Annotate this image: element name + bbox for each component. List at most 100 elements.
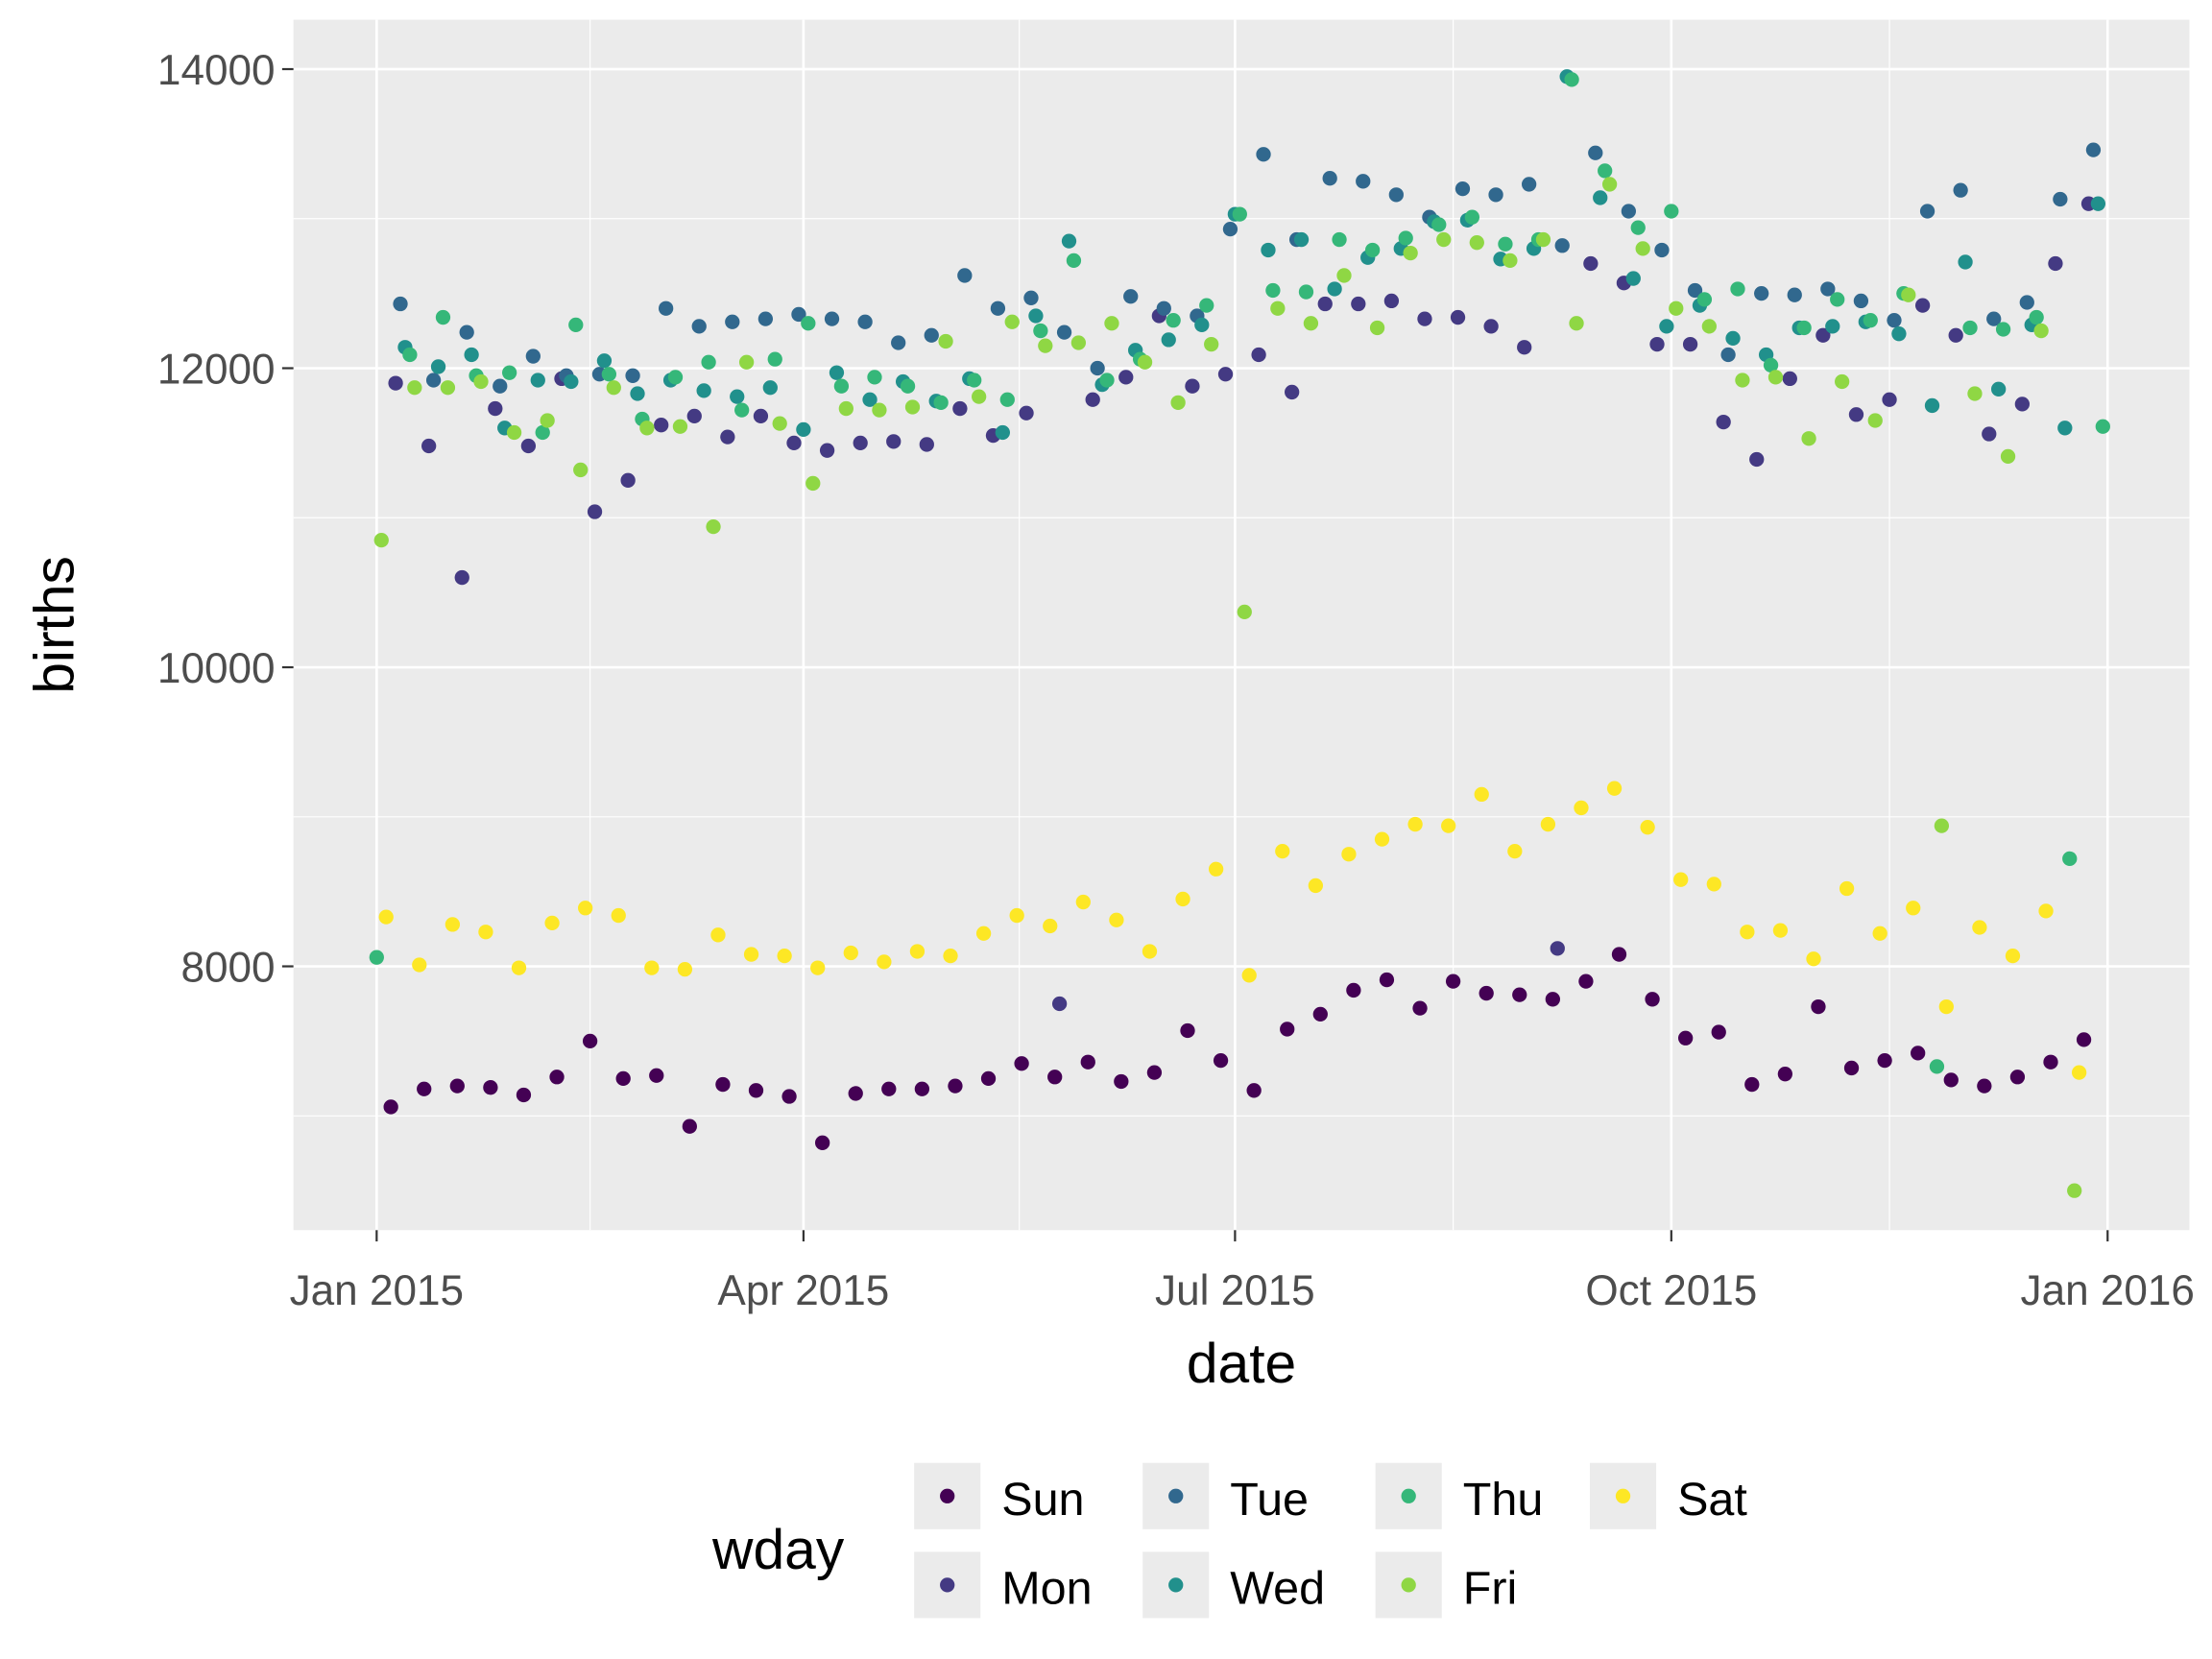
point-fri [407, 380, 422, 396]
point-fri [904, 399, 921, 415]
point-fri [738, 354, 755, 370]
point-sat [1673, 872, 1689, 887]
legend-item-sun: Sun [914, 1462, 1085, 1529]
point-wed [1593, 190, 1608, 205]
point-tue [1455, 180, 1471, 197]
point-mon [1649, 336, 1665, 352]
point-sat [743, 947, 759, 962]
point-tue [658, 301, 674, 316]
point-sat [677, 962, 693, 977]
point-sat [1806, 951, 1821, 967]
point-sat [2005, 948, 2021, 964]
point-wed [1261, 242, 1276, 258]
point-mon [1051, 996, 1068, 1012]
point-sun [1047, 1070, 1063, 1085]
point-fri [639, 421, 655, 436]
point-sat [777, 948, 792, 964]
point-tue [393, 296, 408, 312]
point-sat [943, 948, 958, 964]
series-mon [388, 196, 2097, 1012]
point-fri [473, 373, 489, 390]
point-mon [1550, 941, 1565, 956]
point-sun [815, 1135, 830, 1150]
point-mon [1882, 392, 1897, 407]
point-mon [1782, 371, 1797, 387]
point-fri [1070, 335, 1087, 350]
point-tue [857, 314, 873, 329]
point-mon [1285, 384, 1300, 400]
point-fri [706, 518, 721, 535]
point-tue [1919, 204, 1936, 219]
point-thu [1464, 209, 1480, 225]
point-sun [1114, 1073, 1129, 1090]
point-mon [952, 400, 968, 417]
point-sun [1811, 998, 1826, 1015]
point-sat [1540, 816, 1556, 832]
point-tue [1322, 171, 1337, 186]
point-sat [975, 926, 992, 941]
point-thu [1498, 236, 1513, 252]
point-fri [1835, 373, 1850, 390]
point-sun [1911, 1046, 1926, 1061]
y-tick-label: 10000 [157, 645, 276, 692]
point-mon [488, 400, 503, 417]
point-mon [1982, 426, 1997, 442]
point-wed [1061, 233, 1077, 249]
point-thu [1696, 292, 1713, 307]
point-mon [1848, 407, 1864, 422]
point-thu [1033, 323, 1048, 339]
legend-item-mon: Mon [914, 1551, 1093, 1619]
point-wed [995, 424, 1010, 441]
point-thu [1630, 220, 1646, 235]
x-tick-label: Apr 2015 [717, 1267, 889, 1314]
point-wed [630, 386, 645, 401]
point-sat [412, 957, 427, 973]
point-fri [1901, 287, 1916, 302]
point-sat [1772, 923, 1789, 938]
point-sun [1014, 1056, 1029, 1071]
point-sun [1180, 1022, 1195, 1039]
point-wed [762, 380, 778, 396]
point-thu [1364, 242, 1381, 258]
point-thu [1099, 373, 1115, 388]
point-thu [1199, 298, 1214, 313]
point-wed [2090, 196, 2106, 211]
point-thu [501, 365, 517, 380]
point-thu [601, 367, 617, 382]
point-mon [753, 408, 769, 423]
point-thu [1763, 357, 1779, 373]
point-mon [1948, 327, 1963, 343]
point-sun [449, 1078, 465, 1094]
point-thu [1232, 206, 1247, 222]
point-mon [786, 435, 802, 451]
point-sat [1407, 816, 1423, 832]
series-sat [378, 781, 2087, 1080]
point-sun [1512, 987, 1527, 1002]
point-sat [1640, 820, 1655, 835]
legend-label: Sat [1677, 1474, 1747, 1526]
point-thu [2029, 309, 2044, 325]
series-thu [369, 72, 2110, 1074]
point-tue [1687, 282, 1703, 299]
point-sat [1175, 891, 1190, 907]
x-axis: Jan 2015 Apr 2015 Jul 2015 Oct 2015 Jan 2016 [290, 1230, 2195, 1314]
y-axis-title: births [23, 556, 85, 694]
point-fri [1735, 373, 1750, 388]
point-sat [445, 917, 461, 932]
point-tue [1554, 238, 1570, 253]
point-tue [824, 311, 840, 326]
point-thu [1564, 72, 1579, 87]
point-sun [1777, 1067, 1793, 1082]
legend-item-wed: Wed [1142, 1551, 1325, 1619]
point-wed [862, 392, 878, 407]
point-sun [1246, 1083, 1262, 1098]
point-wed [464, 347, 479, 363]
point-thu [568, 317, 584, 332]
point-mon [1118, 370, 1134, 385]
point-thu [1664, 204, 1679, 219]
point-tue [459, 325, 474, 340]
point-fri [1934, 818, 1950, 833]
point-wed [1194, 317, 1210, 332]
point-mon [1583, 255, 1599, 272]
point-tue [1388, 187, 1404, 203]
